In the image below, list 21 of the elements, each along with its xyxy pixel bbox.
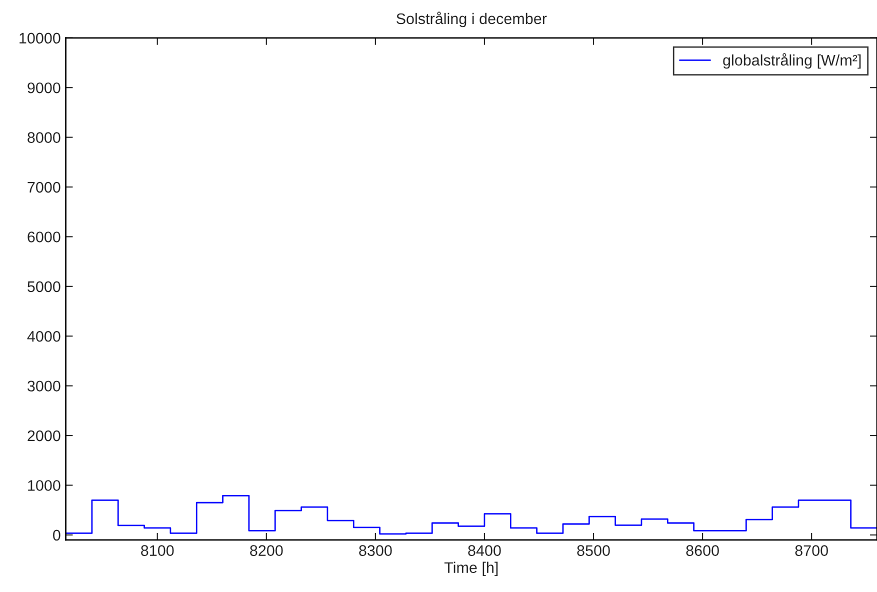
x-tick-label: 8400 — [468, 545, 501, 556]
y-tick-label: 8000 — [28, 132, 60, 143]
y-tick-label: 2000 — [28, 430, 60, 442]
x-tick-label: 8700 — [795, 545, 828, 556]
x-tick-label: 8300 — [359, 545, 392, 556]
y-tick-label: 10000 — [20, 32, 60, 44]
x-axis-title: Time [h] — [444, 562, 498, 576]
x-tick-label: 8500 — [577, 545, 610, 556]
y-tick-label: 0 — [53, 530, 60, 541]
x-tick-label: 8200 — [250, 545, 283, 556]
legend-label: globalstråling [W/m²] — [723, 53, 861, 69]
x-tick-label: 8100 — [141, 545, 174, 556]
y-tick-label: 1000 — [28, 480, 60, 491]
chart-title: Solstråling i december — [396, 12, 547, 28]
y-tick-label: 6000 — [28, 232, 60, 242]
y-tick-label: 4000 — [27, 330, 60, 342]
x-tick-label: 8600 — [686, 545, 719, 556]
y-tick-label: 9000 — [28, 82, 60, 94]
y-tick-label: 7000 — [28, 182, 60, 193]
y-tick-label: 3000 — [28, 380, 60, 392]
y-tick-label: 5000 — [28, 281, 60, 292]
